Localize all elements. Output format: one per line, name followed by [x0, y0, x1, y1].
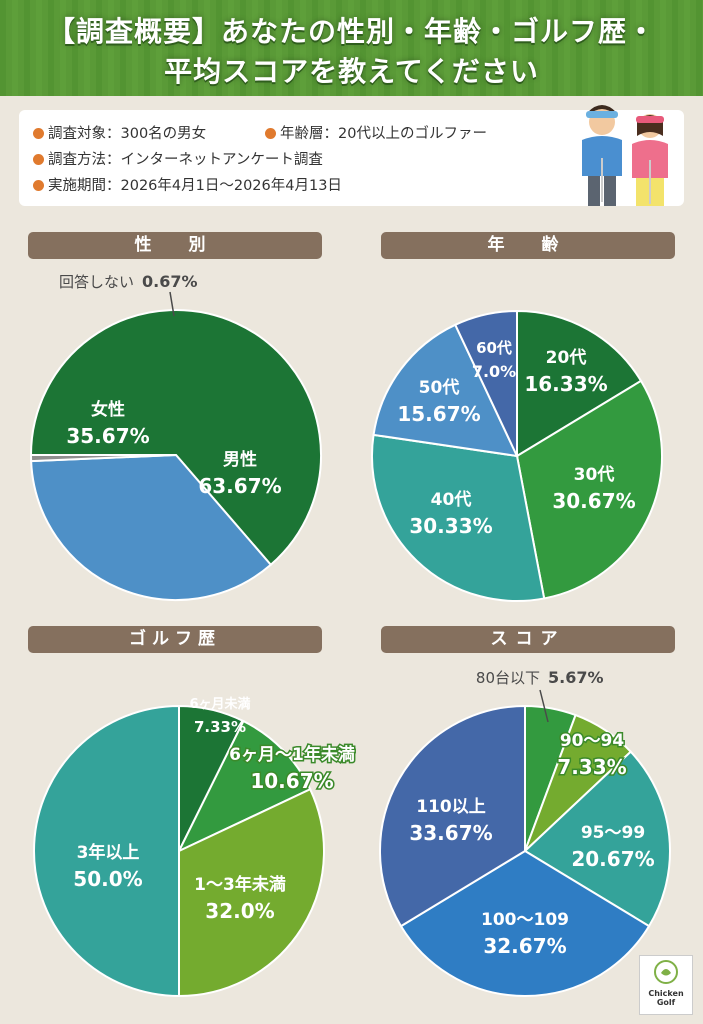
- score-value-1: 7.33%: [557, 755, 626, 779]
- age-value-1: 30.67%: [552, 489, 635, 513]
- gender-label-2: 回答しない: [59, 273, 134, 291]
- score-value-3: 32.67%: [483, 934, 566, 958]
- info-age-layer: 年齢層：20代以上のゴルファー: [265, 122, 487, 143]
- age-slice-3: [372, 323, 519, 458]
- score-label-1: 90～94: [560, 731, 624, 751]
- age-slice-4: [453, 309, 518, 457]
- score-slice-2: [523, 750, 671, 928]
- golf-history-label-3: 3年以上: [77, 842, 140, 863]
- survey-info-box: 調査対象：300名の男女 年齢層：20代以上のゴルファー 調査方法：インターネッ…: [19, 105, 684, 206]
- golf-history-value-0: 7.33%: [194, 718, 246, 736]
- golf-history-value-3: 50.0%: [73, 867, 142, 891]
- info-target: 調査対象：300名の男女: [33, 122, 206, 143]
- age-label-1: 30代: [574, 464, 615, 485]
- score-leader-line: [539, 689, 549, 723]
- section-bar-golf-history: ゴルフ歴: [28, 626, 322, 653]
- bullet-icon: [265, 128, 276, 139]
- age-slice-1: [515, 379, 663, 600]
- gender-leader-line: [169, 291, 175, 317]
- score-slice-4: [379, 704, 526, 928]
- age-label-0: 20代: [546, 347, 587, 368]
- info-period: 実施期間：2026年4月1日～2026年4月13日: [33, 174, 342, 195]
- age-value-4: 7.0%: [472, 362, 516, 381]
- golf-history-label-2: 1～3年未満: [194, 874, 286, 895]
- gender-slice-2: [29, 454, 177, 463]
- gender-label-0: 男性: [223, 449, 257, 470]
- score-value-4: 33.67%: [409, 821, 492, 845]
- gender-slice-0: [29, 309, 322, 567]
- section-bar-score: スコア: [381, 626, 675, 653]
- age-slice-2: [371, 433, 546, 602]
- chicken-golf-logo: Chicken Golf: [639, 955, 693, 1015]
- chicken-logo-icon: [654, 960, 678, 984]
- golf-history-value-1: 10.67%: [250, 769, 333, 793]
- gender-value-2: 0.67%: [142, 272, 198, 291]
- bullet-icon: [33, 128, 44, 139]
- gender-value-0: 63.67%: [198, 474, 281, 498]
- section-bar-age: 年 齢: [381, 232, 675, 259]
- golf-history-slice-3: [33, 704, 180, 998]
- header-title-line1: 【調査概要】あなたの性別・年齢・ゴルフ歴・: [46, 15, 656, 48]
- logo-text-1: Chicken: [648, 989, 684, 998]
- age-label-2: 40代: [431, 489, 472, 510]
- score-slice-3: [399, 849, 651, 997]
- golf-history-label-1: 6ヶ月～1年未満: [229, 744, 355, 765]
- section-bar-gender: 性 別: [28, 232, 322, 259]
- gender-value-1: 35.67%: [66, 424, 149, 448]
- age-slice-0: [516, 309, 643, 458]
- grass-background: [0, 0, 703, 96]
- header-banner: 【調査概要】あなたの性別・年齢・ゴルフ歴・ 平均スコアを教えてください: [0, 0, 703, 96]
- score-label-2: 95～99: [581, 823, 645, 843]
- gender-label-1: 女性: [91, 399, 125, 420]
- header-title-line2: 平均スコアを教えてください: [164, 55, 539, 88]
- age-value-3: 15.67%: [397, 402, 480, 426]
- golf-history-label-0: 6ヶ月未満: [189, 696, 250, 712]
- info-method: 調査方法：インターネットアンケート調査: [33, 148, 323, 169]
- score-label-0: 80台以下: [476, 669, 540, 687]
- age-value-2: 30.33%: [409, 514, 492, 538]
- golf-history-value-2: 32.0%: [205, 899, 274, 923]
- age-label-3: 50代: [419, 377, 460, 398]
- gender-slice-1: [30, 453, 273, 601]
- score-label-3: 100～109: [481, 910, 569, 930]
- score-label-4: 110以上: [416, 797, 486, 817]
- golfers-illustration: [582, 105, 668, 206]
- score-value-0: 5.67%: [548, 668, 604, 687]
- score-value-2: 20.67%: [571, 847, 654, 871]
- golf-history-slice-2: [178, 787, 325, 998]
- bullet-icon: [33, 180, 44, 191]
- age-label-4: 60代: [476, 339, 512, 357]
- bullet-icon: [33, 154, 44, 165]
- golf-history-slice-1: [176, 719, 312, 854]
- logo-text-2: Golf: [656, 998, 676, 1007]
- age-value-0: 16.33%: [524, 372, 607, 396]
